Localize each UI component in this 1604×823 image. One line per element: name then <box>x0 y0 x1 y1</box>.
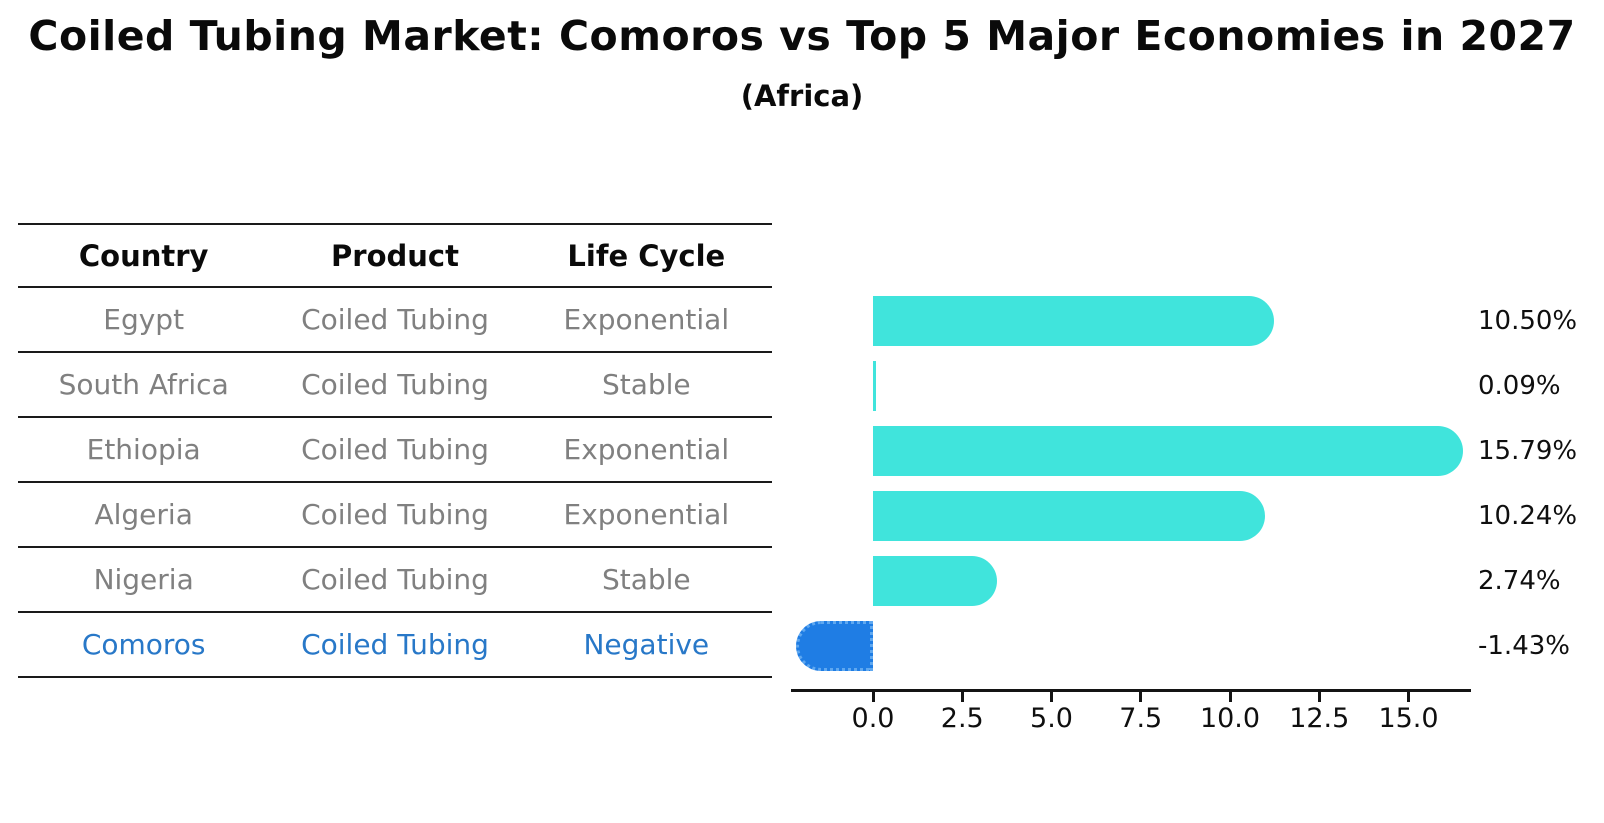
cell-product: Coiled Tubing <box>301 628 489 661</box>
cell-life_cycle: Negative <box>583 628 710 661</box>
table-row: Comoros Coiled Tubing Negative <box>18 613 772 678</box>
cell-product: Coiled Tubing <box>301 498 489 531</box>
column-header-country: Country <box>78 238 209 273</box>
bar-comoros <box>795 620 873 671</box>
column-header-product: Product <box>331 238 459 273</box>
table-row: South Africa Coiled Tubing Stable <box>18 353 772 418</box>
table-row: Algeria Coiled Tubing Exponential <box>18 483 772 548</box>
chart-title: Coiled Tubing Market: Comoros vs Top 5 M… <box>28 12 1576 60</box>
table-row: Ethiopia Coiled Tubing Exponential <box>18 418 772 483</box>
cell-product: Coiled Tubing <box>301 303 489 336</box>
bar-nigeria <box>873 555 997 606</box>
cell-product: Coiled Tubing <box>301 368 489 401</box>
bar-ethiopia <box>873 425 1463 476</box>
x-axis-tick <box>960 692 964 702</box>
cell-country: Egypt <box>103 303 185 336</box>
x-axis-tick <box>1050 692 1053 702</box>
cell-life_cycle: Exponential <box>563 303 730 336</box>
x-axis-tick-label: 15.0 <box>1378 703 1439 734</box>
x-axis-tick <box>1317 692 1321 702</box>
value-label: 15.79% <box>1478 435 1578 466</box>
table-row: Egypt Coiled Tubing Exponential <box>18 288 772 353</box>
country-table: Country Product Life Cycle Egypt Coiled Tubi… <box>18 223 772 678</box>
cell-product: Coiled Tubing <box>301 433 489 466</box>
table-header-row: Country Product Life Cycle <box>18 223 772 288</box>
value-label: 10.24% <box>1478 500 1578 531</box>
x-axis-tick-label: 5.0 <box>1030 703 1073 734</box>
x-axis-tick <box>871 692 875 702</box>
cell-country: Nigeria <box>93 563 194 596</box>
x-axis-tick-label: 2.5 <box>940 703 984 734</box>
bar-egypt <box>873 295 1274 346</box>
x-axis-tick-label: 0.0 <box>851 703 895 734</box>
column-header-life-cycle: Life Cycle <box>567 238 726 273</box>
value-label: 2.74% <box>1478 565 1561 596</box>
value-label: 10.50% <box>1478 305 1578 336</box>
cell-life_cycle: Exponential <box>563 498 730 531</box>
cell-country: Comoros <box>81 628 206 661</box>
cell-life_cycle: Exponential <box>563 433 730 466</box>
cell-country: Algeria <box>94 498 193 531</box>
cell-country: Ethiopia <box>86 433 201 466</box>
bar-algeria <box>873 490 1265 541</box>
x-axis-tick-label: 7.5 <box>1119 703 1163 734</box>
x-axis-line <box>791 689 1471 692</box>
cell-product: Coiled Tubing <box>301 563 489 596</box>
value-label: 0.09% <box>1478 370 1561 401</box>
cell-life_cycle: Stable <box>601 563 691 596</box>
x-axis-tick-label: 12.5 <box>1289 703 1350 734</box>
x-axis-tick <box>1228 692 1232 702</box>
x-axis-tick <box>1139 692 1143 702</box>
table-row: Nigeria Coiled Tubing Stable <box>18 548 772 613</box>
cell-life_cycle: Stable <box>601 368 691 401</box>
x-axis-tick-label: 10.0 <box>1199 703 1261 734</box>
cell-country: South Africa <box>58 368 229 401</box>
chart-subtitle: (Africa) <box>740 79 864 113</box>
x-axis-tick <box>1407 692 1410 702</box>
value-label: -1.43% <box>1478 630 1570 661</box>
bar-south-africa <box>873 360 877 411</box>
